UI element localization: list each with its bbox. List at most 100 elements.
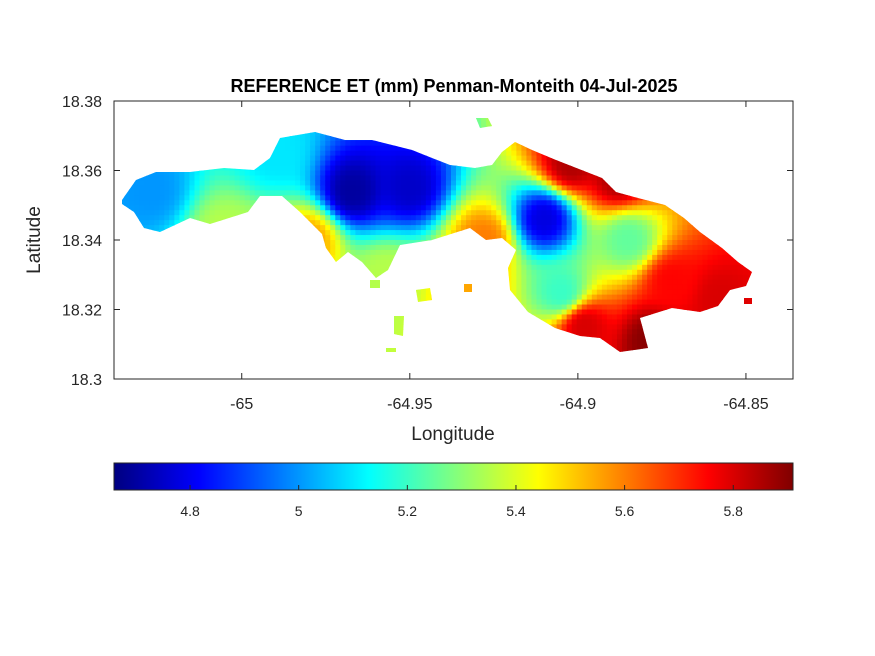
heatmap-cell [189, 210, 196, 216]
heatmap-cell [390, 180, 397, 186]
heatmap-cell [541, 225, 548, 231]
heatmap-cell [496, 235, 502, 241]
heatmap-cell [124, 200, 130, 206]
heatmap-cell [305, 205, 311, 211]
heatmap-cell [405, 165, 412, 172]
heatmap-cell [390, 200, 397, 206]
heatmap-cell [390, 145, 397, 152]
heatmap-cell [380, 244, 387, 251]
heatmap-cell [516, 259, 522, 266]
heatmap-cell [355, 220, 362, 226]
heatmap-cell [556, 244, 563, 251]
heatmap-cell [204, 185, 211, 191]
heatmap-cell [340, 195, 346, 201]
heatmap-cell [536, 225, 543, 231]
heatmap-cell [149, 190, 155, 196]
heatmap-cell [149, 180, 155, 186]
heatmap-cell [325, 205, 331, 211]
heatmap-cell [450, 215, 457, 221]
heatmap-cell [491, 190, 497, 196]
heatmap-cell [551, 294, 558, 301]
heatmap-cell [335, 249, 341, 256]
heatmap-cell [139, 195, 145, 201]
heatmap-cell [440, 195, 447, 201]
heatmap-cell [174, 170, 180, 177]
heatmap-cell [410, 230, 417, 236]
heatmap-cell [375, 244, 382, 251]
heatmap-cell [355, 180, 362, 186]
heatmap-cell [370, 160, 377, 167]
heatmap-cell [169, 210, 175, 216]
heatmap-cell [325, 220, 331, 226]
heatmap-cell [506, 165, 512, 172]
heatmap-cell [254, 195, 261, 201]
heatmap-cell [536, 175, 543, 182]
heatmap-cell [395, 175, 402, 182]
heatmap-cell [244, 175, 251, 182]
heatmap-cell [122, 195, 125, 201]
heatmap-cell [556, 200, 563, 206]
heatmap-cell [405, 195, 412, 201]
heatmap-cell [516, 279, 522, 286]
heatmap-cell [320, 135, 326, 142]
heatmap-cell [410, 195, 417, 201]
heatmap-cell [461, 225, 467, 231]
heatmap-cell [340, 190, 346, 196]
heatmap-cell [395, 220, 402, 226]
heatmap-cell [365, 195, 372, 201]
heatmap-cell [380, 195, 387, 201]
heatmap-cell [375, 240, 382, 246]
heatmap-cell [395, 244, 402, 251]
heatmap-cell [521, 269, 528, 276]
heatmap-cell [476, 170, 482, 177]
heatmap-cell [491, 235, 497, 241]
heatmap-cell [536, 160, 543, 167]
heatmap-cell [506, 274, 512, 281]
heatmap-cell [285, 180, 291, 186]
heatmap-cell [476, 200, 482, 206]
heatmap-cell [325, 145, 331, 152]
heatmap-cell [511, 200, 517, 206]
heatmap-cell [325, 140, 331, 147]
heatmap-cell [390, 195, 397, 201]
heatmap-cell [274, 150, 281, 157]
heatmap-cell [526, 264, 533, 271]
heatmap-cell [365, 220, 372, 226]
heatmap-cell [224, 205, 231, 211]
heatmap-cell [481, 190, 487, 196]
heatmap-cell [335, 150, 341, 157]
heatmap-cell [546, 175, 553, 182]
heatmap-cell [350, 210, 357, 216]
heatmap-cell [405, 200, 412, 206]
heatmap-cell [279, 135, 286, 142]
heatmap-cell [440, 165, 447, 172]
heatmap-cell [269, 150, 276, 157]
heatmap-cell [405, 225, 412, 231]
heatmap-cell [531, 195, 538, 201]
heatmap-cell [305, 150, 311, 157]
heatmap-cell [159, 195, 165, 201]
heatmap-cell [546, 274, 553, 281]
heatmap-cell [355, 170, 362, 177]
heatmap-cell [486, 175, 492, 182]
heatmap-cell [365, 230, 372, 236]
heatmap-cell [274, 175, 281, 182]
heatmap-cell [440, 175, 447, 182]
heatmap-cell [521, 254, 528, 261]
heatmap-cell [330, 215, 336, 221]
heatmap-cell [556, 269, 563, 276]
heatmap-cell [526, 309, 533, 316]
heatmap-cell [420, 200, 427, 206]
heatmap-cell [551, 215, 558, 221]
heatmap-cell [420, 175, 427, 182]
heatmap-cell [536, 155, 543, 162]
heatmap-cell [390, 215, 397, 221]
heatmap-cell [305, 190, 311, 196]
heatmap-cell [400, 210, 407, 216]
heatmap-cell [204, 220, 211, 226]
heatmap-cell [405, 190, 412, 196]
heatmap-cell [450, 225, 457, 231]
heatmap-cell [476, 195, 482, 201]
heatmap-cell [481, 185, 487, 191]
heatmap-cell [340, 185, 346, 191]
